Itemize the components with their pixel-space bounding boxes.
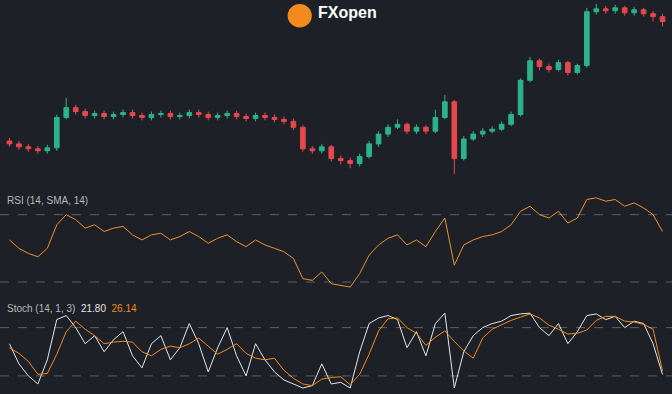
svg-text:Stoch (14, 1, 3) 21.80 26.14: Stoch (14, 1, 3) 21.80 26.14 [7, 303, 137, 314]
svg-text:RSI (14, SMA, 14): RSI (14, SMA, 14) [7, 195, 88, 206]
svg-text:FXopen: FXopen [318, 4, 377, 21]
